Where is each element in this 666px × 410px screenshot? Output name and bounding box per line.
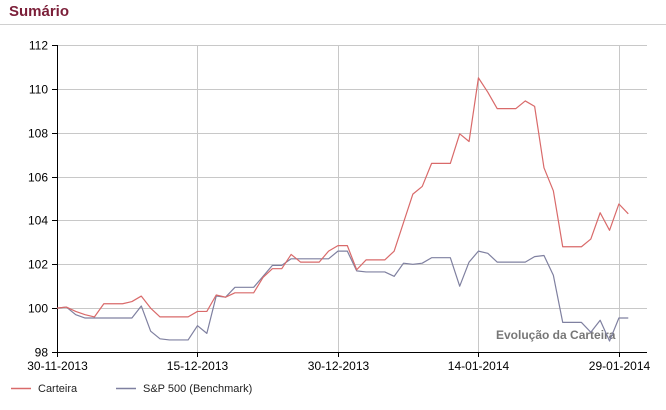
y-tick-label: 108: [28, 127, 48, 141]
y-tick-label: 98: [35, 346, 49, 360]
x-tick-label: 30-12-2013: [308, 359, 370, 373]
y-tick-label: 106: [28, 171, 48, 185]
series-line-carteira: [56, 77, 629, 318]
chart-annotation: Evolução da Carteira: [496, 328, 616, 342]
x-tick-label: 29-01-2014: [589, 359, 651, 373]
legend-carteira-label: Carteira: [38, 383, 78, 395]
y-tick-label: 102: [28, 258, 48, 272]
section-header: Sumário: [0, 0, 666, 25]
y-tick-label: 100: [28, 302, 48, 316]
y-tick-label: 110: [29, 83, 48, 97]
y-tick-label: 112: [29, 39, 48, 53]
x-tick-label: 15-12-2013: [167, 359, 229, 373]
legend-benchmark-label: S&P 500 (Benchmark): [143, 383, 252, 395]
y-tick-label: 104: [28, 214, 48, 228]
x-tick-label: 14-01-2014: [448, 359, 510, 373]
x-tick-label: 30-11-2013: [27, 359, 88, 373]
section-title: Sumário: [9, 3, 70, 20]
series-line-benchmark: [56, 250, 629, 342]
